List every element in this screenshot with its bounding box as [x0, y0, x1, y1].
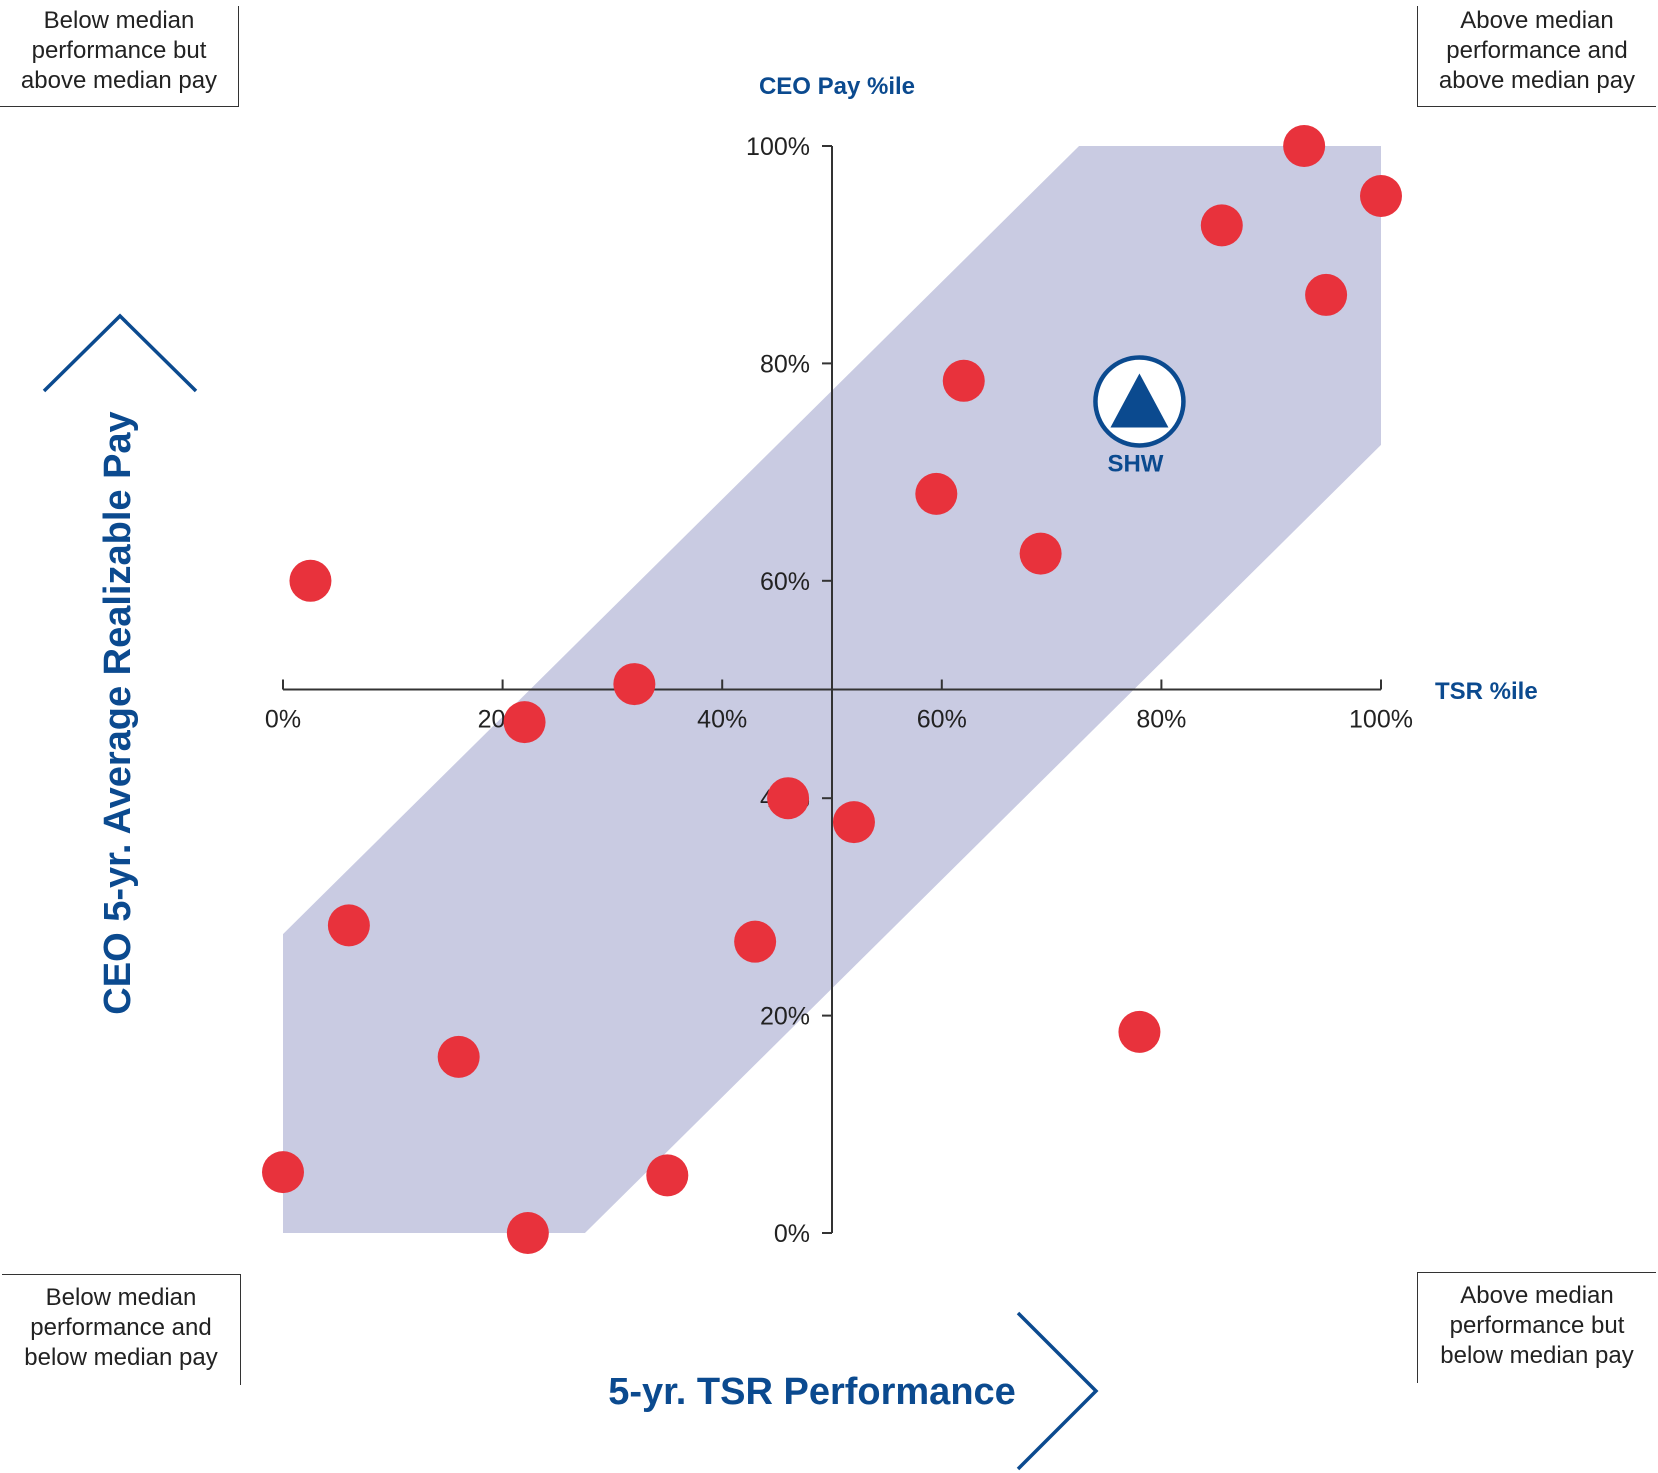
x-axis-title: 5-yr. TSR Performance: [608, 1371, 1016, 1413]
quadrant-label-line: Below median: [43, 7, 195, 34]
shw-marker: SHW: [1093, 355, 1186, 477]
data-point: [437, 1035, 480, 1078]
quadrant-label-line: Above median: [1460, 7, 1614, 34]
data-point: [1283, 125, 1326, 167]
quadrant-label-bottom-left: Below median performance and below media…: [2, 1274, 241, 1385]
x-tick-label: 0%: [265, 706, 301, 734]
quadrant-label-line: performance but: [1449, 1312, 1625, 1339]
y-axis-caption: CEO Pay %ile: [759, 73, 915, 100]
quadrant-label-bottom-right: Above median performance but below media…: [1417, 1272, 1656, 1383]
data-point: [1118, 1010, 1161, 1053]
data-point: [1019, 532, 1062, 575]
y-tick-label: 0%: [774, 1220, 810, 1248]
data-point: [1305, 273, 1348, 316]
quadrant-label-line: above median pay: [20, 67, 218, 94]
up-arrow-outline-icon: [42, 313, 198, 393]
quadrant-label-line: below median pay: [1440, 1342, 1634, 1369]
quadrant-label-line: below median pay: [24, 1344, 218, 1371]
data-point: [942, 359, 985, 402]
data-point: [327, 904, 370, 947]
quadrant-label-top-right: Above median performance and above media…: [1417, 6, 1656, 107]
y-tick-label: 100%: [746, 133, 810, 161]
data-point: [503, 701, 546, 744]
y-axis-title: CEO 5-yr. Average Realizable Pay: [97, 411, 139, 1014]
data-point: [262, 1151, 304, 1194]
data-point: [613, 663, 656, 706]
data-point: [289, 559, 332, 602]
data-point: [1200, 204, 1243, 247]
shw-label: SHW: [1107, 450, 1163, 477]
axes: [283, 146, 1381, 1233]
quadrant-label-line: performance and: [1446, 37, 1628, 64]
x-tick-label: 60%: [917, 706, 967, 734]
x-tick-label: 100%: [1349, 706, 1413, 734]
quadrant-label-top-left: Below median performance but above media…: [0, 6, 239, 107]
data-point: [1360, 175, 1402, 218]
x-tick-label: 40%: [697, 706, 747, 734]
triangle-icon: [1110, 373, 1169, 428]
x-axis-caption: TSR %ile: [1435, 678, 1538, 705]
data-point: [915, 472, 958, 515]
data-point: [506, 1212, 549, 1254]
x-tick-label: 80%: [1136, 706, 1186, 734]
data-points: [262, 125, 1402, 1254]
quadrant-label-line: Below median: [45, 1284, 197, 1311]
data-point: [646, 1154, 689, 1197]
y-tick-label: 20%: [760, 1003, 810, 1031]
data-point: [767, 777, 810, 820]
data-point: [734, 920, 777, 963]
quadrant-label-line: Above median: [1460, 1282, 1614, 1309]
y-tick-label: 80%: [760, 350, 810, 378]
quadrant-label-line: performance and: [30, 1314, 212, 1341]
quadrant-label-line: above median pay: [1438, 67, 1636, 94]
right-arrow-outline-icon: [1016, 1311, 1099, 1471]
quadrant-label-line: performance but: [31, 37, 207, 64]
data-point: [832, 801, 875, 844]
y-tick-label: 60%: [760, 568, 810, 596]
